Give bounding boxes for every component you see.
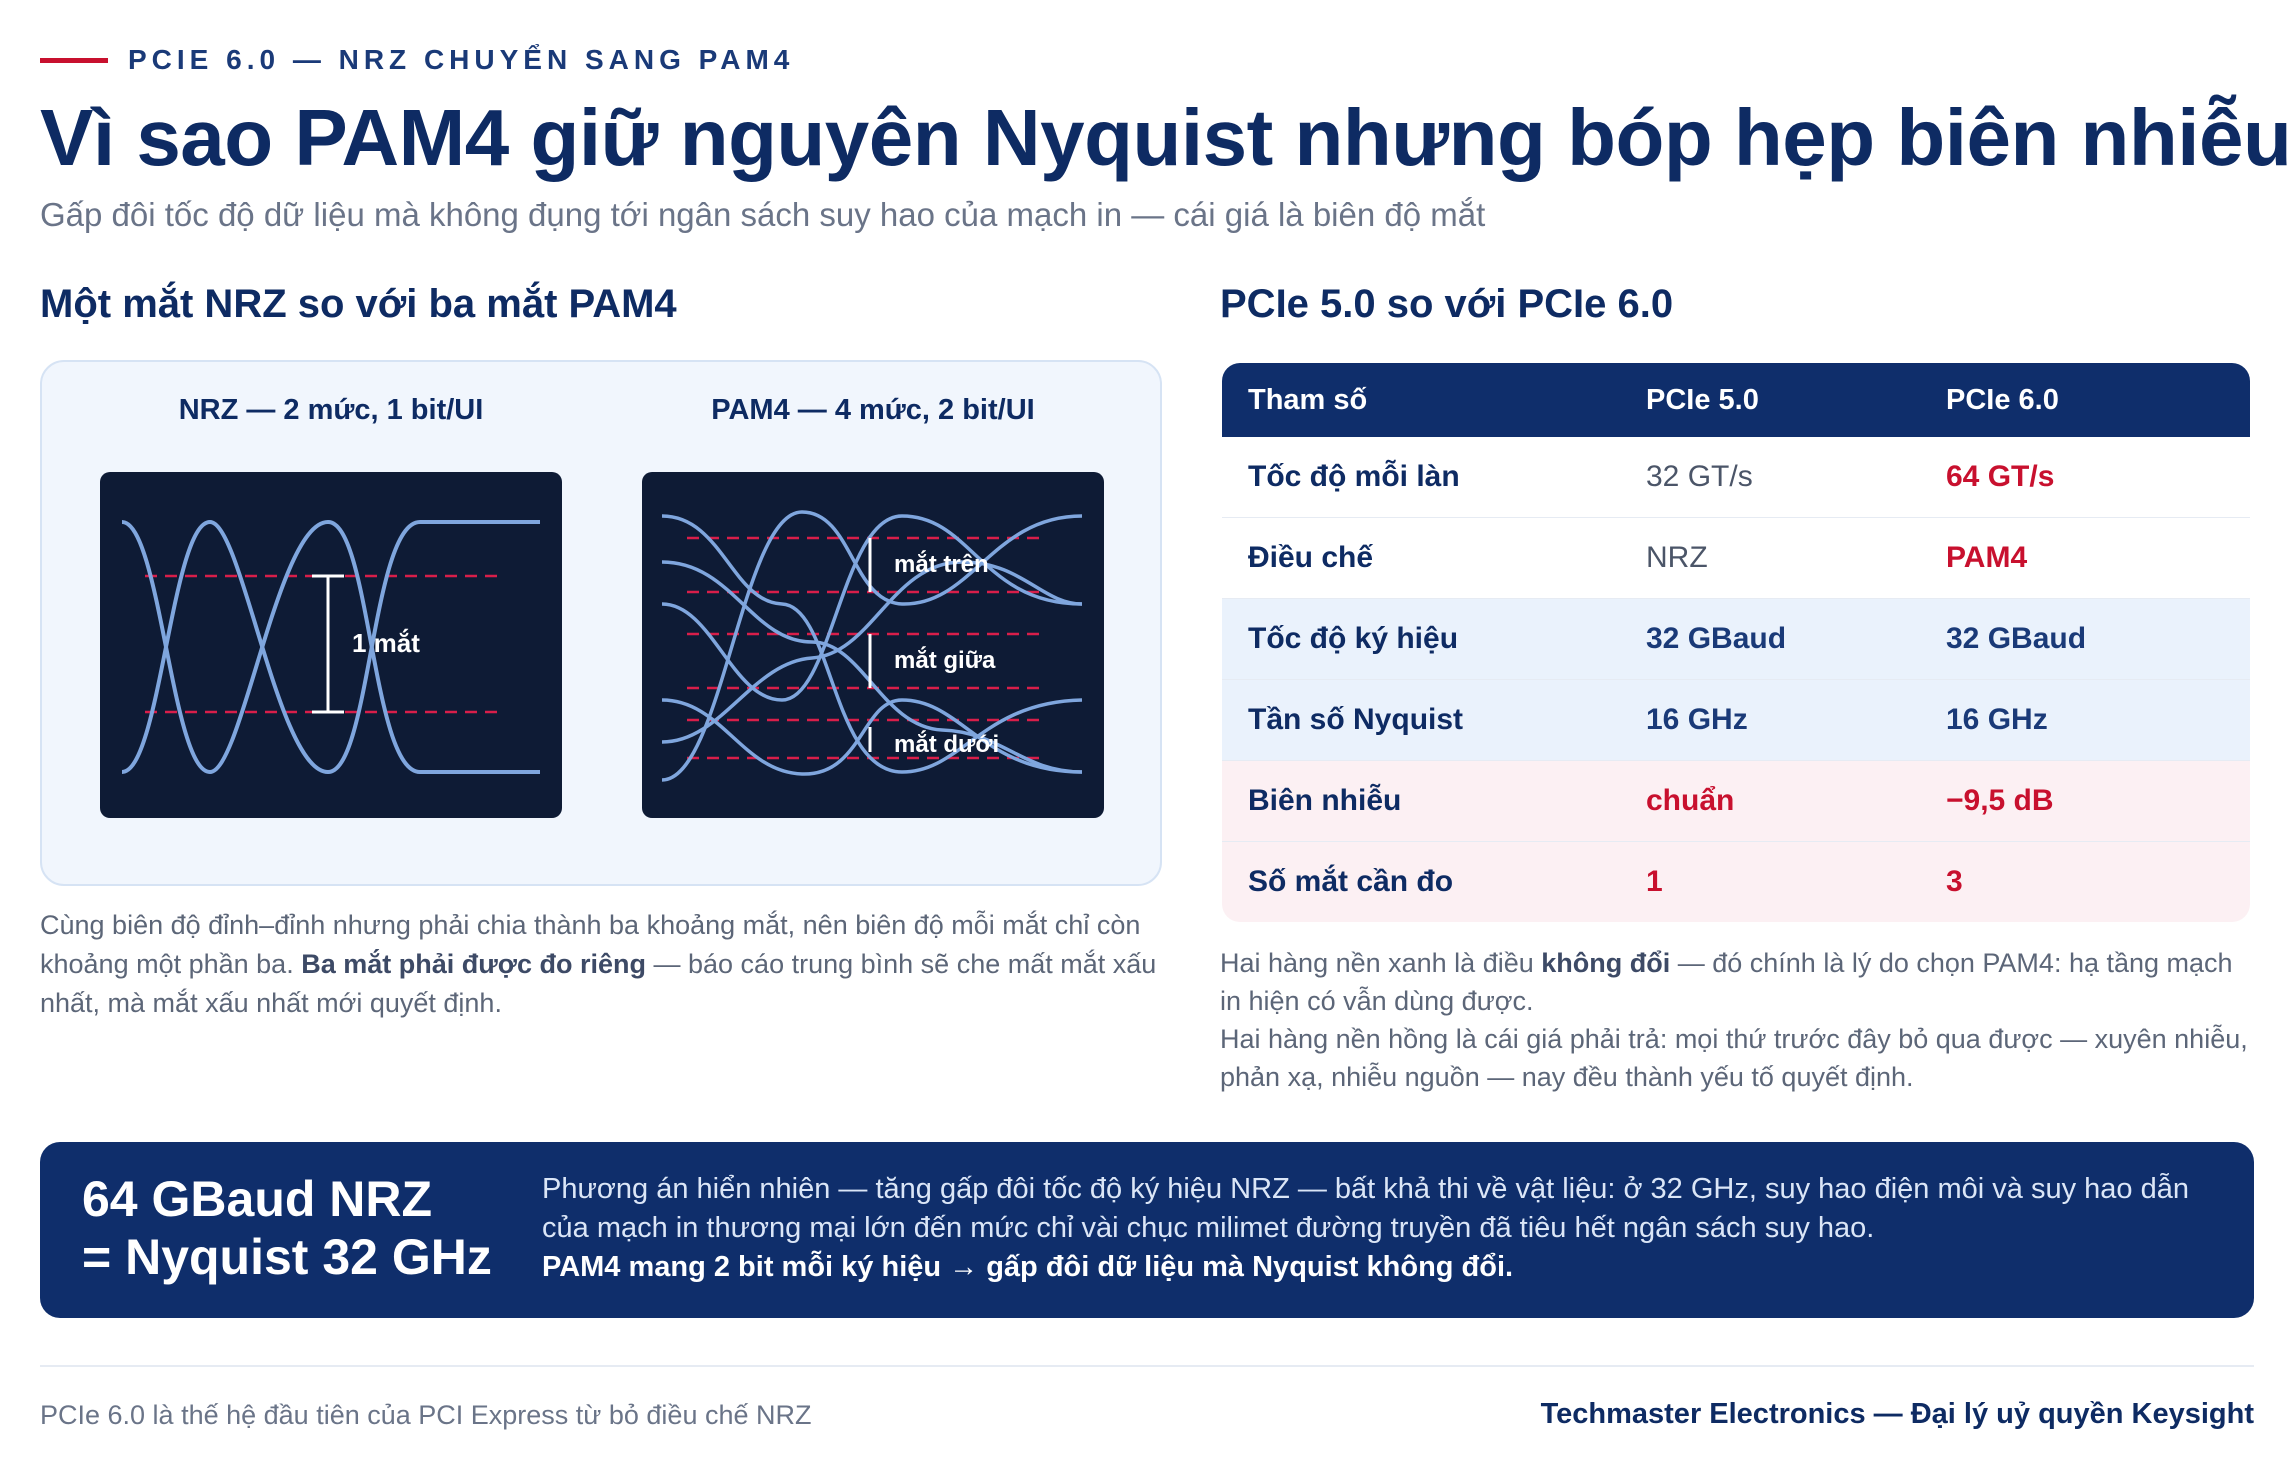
footer-divider (40, 1365, 2254, 1367)
header-pcie5: PCIe 5.0 (1646, 383, 1759, 416)
table-note-2: Hai hàng nền hồng là cái giá phải trả: m… (1220, 1024, 2248, 1092)
comparison-section-title: PCIe 5.0 so với PCIe 6.0 (1220, 282, 1674, 326)
table-row: Điều chế NRZ PAM4 (1222, 518, 2250, 599)
table-note-1: Hai hàng nền xanh là điều không đổi — đó… (1220, 948, 2233, 1016)
eye-section-title: Một mắt NRZ so với ba mắt PAM4 (40, 282, 677, 326)
kicker: PCIE 6.0 — NRZ CHUYỂN SANG PAM4 (128, 44, 795, 75)
header-param: Tham số (1248, 383, 1368, 416)
banner-headline: 64 GBaud NRZ = Nyquist 32 GHz (82, 1171, 492, 1285)
footer-brand: Techmaster Electronics — Đại lý uỷ quyền… (1540, 1398, 2254, 1430)
table-row: Tốc độ ký hiệu 32 GBaud 32 GBaud (1222, 599, 2250, 680)
banner-text: Phương án hiển nhiên — tăng gấp đôi tốc … (542, 1173, 2189, 1283)
footer-note: PCIe 6.0 là thế hệ đầu tiên của PCI Expr… (40, 1400, 812, 1430)
pam4-eye-top-text: mắt trên (894, 550, 989, 578)
nrz-eye-diagram: 1 mắt (100, 472, 562, 818)
pam4-eye-label: PAM4 — 4 mức, 2 bit/UI (711, 394, 1035, 426)
page-title: Vì sao PAM4 giữ nguyên Nyquist nhưng bóp… (40, 93, 2288, 182)
kicker-accent-line (40, 58, 108, 63)
banner-bold-text: PAM4 mang 2 bit mỗi ký hiệu → gấp đôi dữ… (542, 1251, 1514, 1283)
table-row: Biên nhiễu chuẩn −9,5 dB (1222, 761, 2250, 842)
page-subtitle: Gấp đôi tốc độ dữ liệu mà không đụng tới… (40, 196, 1486, 233)
nrz-eye-label: NRZ — 2 mức, 1 bit/UI (178, 394, 484, 426)
table-row: Tốc độ mỗi làn 32 GT/s 64 GT/s (1222, 437, 2250, 518)
summary-banner (40, 1142, 2254, 1318)
eye-caption: Cùng biên độ đỉnh–đỉnh nhưng phải chia t… (40, 910, 1157, 1018)
comparison-table: Tham số PCIe 5.0 PCIe 6.0 Tốc độ mỗi làn… (1222, 363, 2250, 922)
table-notes: Hai hàng nền xanh là điều không đổi — đó… (1220, 944, 2256, 1096)
table-header-row: Tham số PCIe 5.0 PCIe 6.0 (1222, 363, 2250, 437)
header-pcie6: PCIe 6.0 (1946, 383, 2059, 416)
table-row: Tần số Nyquist 16 GHz 16 GHz (1222, 680, 2250, 761)
pam4-eye-middle-text: mắt giữa (894, 646, 996, 674)
pam4-eye-diagram: mắt trên mắt giữa mắt dưới (642, 472, 1104, 818)
eye-caption-bold: Ba mắt phải được đo riêng (301, 949, 646, 979)
nrz-eye-text: 1 mắt (352, 628, 420, 658)
pam4-eye-bottom-text: mắt dưới (894, 730, 999, 758)
table-row: Số mắt cần đo 1 3 (1222, 842, 2250, 922)
